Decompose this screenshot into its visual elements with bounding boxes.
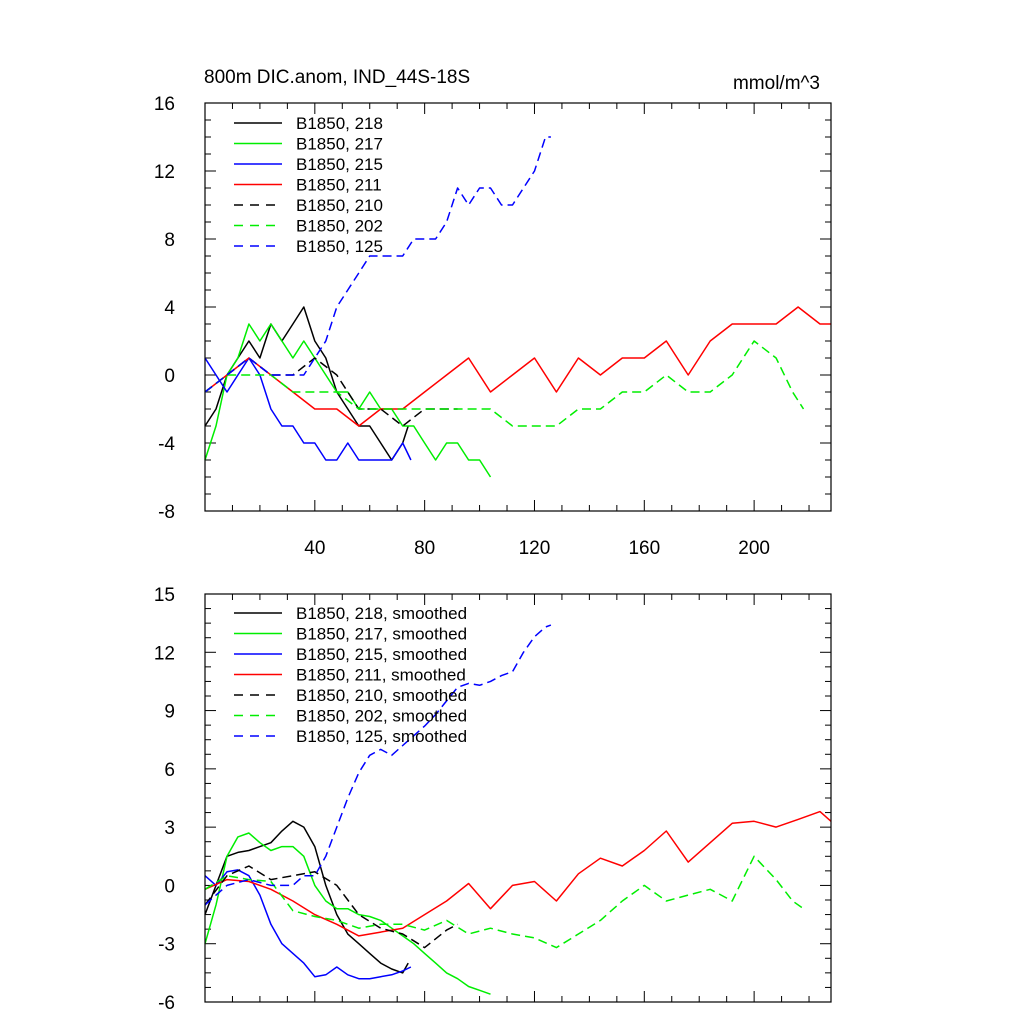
x-tick-label: 40 <box>304 538 325 559</box>
y-tick-label: 9 <box>164 702 175 723</box>
y-tick-label: 15 <box>154 585 175 606</box>
series-line <box>204 832 491 995</box>
y-tick-label: 3 <box>164 818 175 839</box>
legend-label: B1850, 217 <box>296 135 383 154</box>
legend-label: B1850, 210, smoothed <box>296 686 467 705</box>
series-line <box>204 855 804 949</box>
y-tick-label: 12 <box>154 162 175 183</box>
series-line <box>204 357 412 461</box>
tick-marks <box>205 102 831 512</box>
y-tick-label: 4 <box>164 298 175 319</box>
legend-label: B1850, 202 <box>296 217 383 236</box>
legend-label: B1850, 215, smoothed <box>296 645 467 664</box>
series-lines <box>204 136 831 478</box>
series-line <box>204 340 805 427</box>
series-line <box>204 865 458 949</box>
series-line <box>204 136 551 393</box>
plot-frame <box>204 593 832 1003</box>
x-tick-label: 200 <box>738 538 770 559</box>
series-line <box>204 306 831 427</box>
legend-label: B1850, 211, smoothed <box>296 666 466 685</box>
y-tick-label: 6 <box>164 760 175 781</box>
legend-label: B1850, 217, smoothed <box>296 625 467 644</box>
series-line <box>204 306 409 461</box>
legend: B1850, 218, smoothed B1850, 217, smoothed… <box>234 604 467 746</box>
y-tick-label: 0 <box>164 366 175 387</box>
x-tick-label: 80 <box>414 538 435 559</box>
y-tick-label: 16 <box>154 94 175 115</box>
tick-labels: -6 -3 0 3 6 9 12 15 <box>154 585 175 1014</box>
series-line <box>204 624 552 906</box>
y-tick-label: -6 <box>158 993 175 1014</box>
y-tick-label: 8 <box>164 230 175 251</box>
tick-labels: 40 80 120 160 200 -8 -4 0 4 8 12 16 <box>154 94 770 559</box>
series-line <box>204 323 492 478</box>
series-lines <box>204 624 832 995</box>
legend-label: B1850, 211 <box>296 176 382 195</box>
legend-label: B1850, 218, smoothed <box>296 604 467 623</box>
plot-frame <box>204 102 832 512</box>
units-label: mmol/m^3 <box>733 73 820 94</box>
y-tick-label: 0 <box>164 876 175 897</box>
legend-label: B1850, 125 <box>296 237 383 256</box>
chart-title: 800m DIC.anom, IND_44S-18S <box>204 67 470 88</box>
legend-label: B1850, 202, smoothed <box>296 707 467 726</box>
legend-label: B1850, 215 <box>296 155 383 174</box>
series-line <box>204 357 458 427</box>
tick-marks <box>205 593 831 1003</box>
series-line <box>204 810 832 937</box>
y-tick-label: -3 <box>158 935 175 956</box>
y-tick-label: -8 <box>158 502 175 523</box>
series-line <box>204 820 409 974</box>
y-tick-label: 12 <box>154 643 175 664</box>
top-panel: 800m DIC.anom, IND_44S-18S mmol/m^3 40 80… <box>154 67 832 559</box>
legend-label: B1850, 218 <box>296 114 383 133</box>
y-tick-label: -4 <box>158 434 175 455</box>
x-tick-label: 160 <box>628 538 660 559</box>
legend-label: B1850, 210 <box>296 196 383 215</box>
x-tick-label: 120 <box>519 538 551 559</box>
legend-label: B1850, 125, smoothed <box>296 727 467 746</box>
